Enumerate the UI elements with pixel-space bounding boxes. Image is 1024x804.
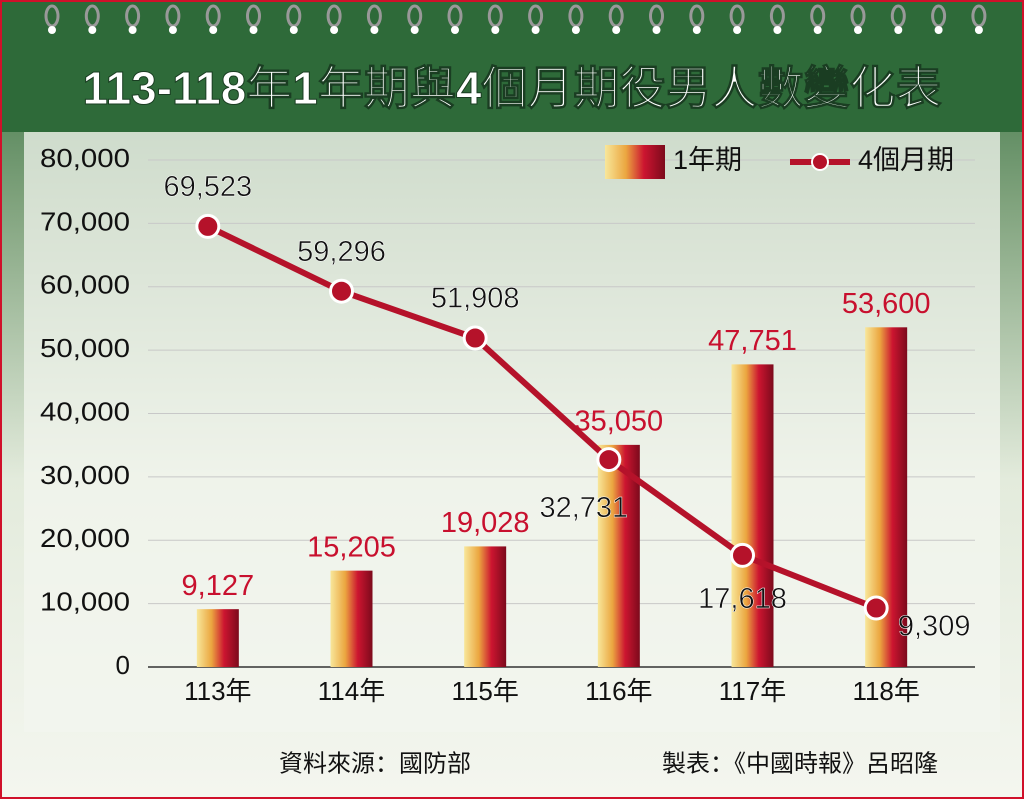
ring-hole <box>612 26 621 34</box>
line-point <box>195 213 221 239</box>
ring-hole <box>733 26 742 34</box>
ring-hole <box>370 26 379 34</box>
y-tick-label: 80,000 <box>40 143 130 173</box>
legend-swatch <box>605 145 665 179</box>
ring-hole <box>571 26 580 34</box>
ring-hole <box>410 26 419 34</box>
ring-hole <box>894 26 903 34</box>
line-value-label: 69,523 <box>163 171 252 203</box>
ring-hole <box>813 26 822 34</box>
credit: 製表：《中國時報》呂昭隆 <box>662 750 938 777</box>
ring-hole <box>48 26 56 34</box>
x-tick-label: 113年 <box>184 676 251 706</box>
ring-hole <box>330 26 339 34</box>
bar <box>597 444 640 667</box>
x-tick-label: 118年 <box>852 676 919 706</box>
ring-hole <box>249 26 258 34</box>
header-band <box>2 2 1022 132</box>
y-tick-label: 70,000 <box>40 206 130 236</box>
y-tick-label: 30,000 <box>40 460 130 490</box>
y-tick-label: 50,000 <box>40 333 130 363</box>
ring-hole <box>289 26 298 34</box>
plot-panel <box>24 132 1000 732</box>
legend-label: 4個月期 <box>858 145 954 175</box>
ring-hole <box>652 26 661 34</box>
bar-value-label: 35,050 <box>574 406 663 438</box>
line-point <box>596 447 622 473</box>
line-point <box>329 278 354 304</box>
y-tick-label: 0 <box>116 650 130 680</box>
ring-hole <box>491 26 500 34</box>
legend-label: 1年期 <box>673 145 742 175</box>
line-value-label: 59,296 <box>297 236 386 268</box>
x-tick-label: 116年 <box>585 676 652 706</box>
bar <box>196 609 239 667</box>
line <box>206 223 878 611</box>
line-point <box>462 325 488 351</box>
x-tick-label: 114年 <box>318 676 385 706</box>
ring-hole <box>974 26 983 34</box>
bar-value-label: 19,028 <box>441 507 530 539</box>
line-value-label: 17,618 <box>698 583 787 615</box>
line-point <box>863 595 889 621</box>
bar-value-label: 15,205 <box>307 531 396 563</box>
rings <box>44 4 987 34</box>
ring-hole <box>168 26 177 34</box>
ring-hole <box>773 26 782 34</box>
ring-hole <box>128 26 137 34</box>
bar-value-label: 47,751 <box>708 325 797 357</box>
ring-hole <box>531 26 540 34</box>
bar <box>330 570 373 667</box>
ring-hole <box>692 26 701 34</box>
line-value-label: 9,309 <box>898 611 971 643</box>
x-tick-label: 115年 <box>451 676 518 706</box>
legend-marker <box>811 153 829 171</box>
ring-hole <box>451 26 459 34</box>
chart-title: 113-118年1年期與4個月期役男人數變化表 <box>83 62 942 114</box>
bar-value-label: 53,600 <box>842 288 931 320</box>
bar <box>731 364 774 667</box>
ring-hole <box>934 26 943 34</box>
ring-hole <box>854 26 862 34</box>
line-point <box>730 542 755 568</box>
y-tick-label: 60,000 <box>40 270 130 300</box>
y-tick-label: 20,000 <box>40 523 130 553</box>
line-value-label: 51,908 <box>431 283 520 315</box>
y-tick-label: 40,000 <box>40 396 130 426</box>
x-tick-label: 117年 <box>719 676 786 706</box>
line-value-label: 32,731 <box>539 492 628 524</box>
y-tick-label: 10,000 <box>40 587 130 617</box>
ring-hole <box>209 26 218 34</box>
source: 資料來源：國防部 <box>279 750 471 777</box>
bar <box>464 546 507 667</box>
bar-value-label: 9,127 <box>182 570 255 602</box>
ring-hole <box>88 26 97 34</box>
